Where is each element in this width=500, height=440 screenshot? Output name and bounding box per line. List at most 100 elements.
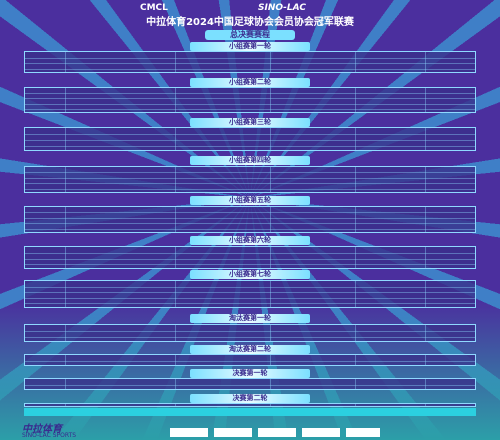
section-title: 小组赛第七轮 (190, 270, 310, 279)
table-column (355, 379, 356, 389)
sponsor-logos (170, 428, 380, 437)
schedule-table (24, 354, 476, 366)
table-column (175, 128, 176, 150)
table-column (355, 404, 356, 406)
table-column (175, 325, 176, 341)
table-row (25, 140, 475, 141)
table-column (65, 207, 66, 232)
table-row (25, 292, 475, 294)
section-title: 淘汰赛第一轮 (190, 314, 310, 323)
schedule-table (24, 324, 476, 342)
table-column (355, 167, 356, 192)
table-column (425, 379, 426, 389)
logo-left: CMCL (140, 3, 168, 13)
table-column (270, 325, 271, 341)
table-row (25, 286, 475, 288)
table-row (25, 57, 475, 59)
table-column (270, 207, 271, 232)
table-row (25, 98, 475, 100)
table-column (355, 88, 356, 112)
schedule-table (24, 378, 476, 390)
section-title: 小组赛第五轮 (190, 196, 310, 205)
table-row (25, 258, 475, 260)
table-column (65, 379, 66, 389)
table-column (270, 52, 271, 72)
section-title: 小组赛第四轮 (190, 156, 310, 165)
table-column (355, 207, 356, 232)
table-column (270, 88, 271, 112)
table-column (175, 404, 176, 406)
table-column (175, 167, 176, 192)
section-title: 淘汰赛第二轮 (190, 345, 310, 354)
table-column (175, 379, 176, 389)
table-column (425, 355, 426, 365)
table-column (270, 281, 271, 307)
table-row (25, 228, 475, 230)
footer-brand-sub: SINO-LAC SPORTS (22, 432, 77, 439)
table-row (25, 217, 475, 219)
schedule-table (24, 246, 476, 269)
table-column (175, 281, 176, 307)
table-row (25, 134, 475, 135)
table-column (355, 128, 356, 150)
table-column (65, 167, 66, 192)
footer-brand: 中拉体育 (22, 424, 62, 435)
table-column (355, 281, 356, 307)
table-column (65, 325, 66, 341)
table-row (25, 297, 475, 299)
section-title: 小组赛第六轮 (190, 236, 310, 245)
section-title: 决赛第一轮 (190, 369, 310, 378)
table-row (25, 212, 475, 214)
title: 中拉体育2024中国足球协会会员协会冠军联赛 (146, 17, 354, 28)
table-row (25, 252, 475, 254)
table-row (25, 63, 475, 64)
table-row (25, 385, 475, 386)
table-column (425, 404, 426, 406)
table-row (25, 264, 475, 266)
table-column (175, 355, 176, 365)
table-column (65, 52, 66, 72)
table-row (25, 108, 475, 110)
table-column (270, 404, 271, 406)
schedule-table (24, 403, 476, 407)
table-column (425, 88, 426, 112)
section-title: 小组赛第二轮 (190, 78, 310, 87)
table-row (25, 103, 475, 105)
table-column (355, 52, 356, 72)
table-column (270, 379, 271, 389)
table-column (425, 128, 426, 150)
table-column (270, 247, 271, 268)
table-row (25, 68, 475, 70)
table-column (65, 88, 66, 112)
schedule-table (24, 87, 476, 113)
table-column (425, 167, 426, 192)
table-column (65, 281, 66, 307)
table-column (65, 355, 66, 365)
stage-title: 总决赛赛程 (205, 30, 295, 40)
table-row (25, 172, 475, 174)
table-column (175, 207, 176, 232)
table-column (425, 325, 426, 341)
table-column (355, 355, 356, 365)
section-title: 小组赛第三轮 (190, 118, 310, 127)
table-column (425, 207, 426, 232)
schedule-table (24, 127, 476, 151)
table-column (355, 325, 356, 341)
table-column (425, 52, 426, 72)
table-row (25, 361, 475, 362)
table-column (175, 52, 176, 72)
table-row (25, 223, 475, 225)
schedule-table (24, 280, 476, 308)
table-row (25, 146, 475, 147)
table-column (65, 247, 66, 268)
section-title: 决赛第二轮 (190, 394, 310, 403)
table-row (25, 188, 475, 190)
footer-bar (24, 408, 476, 416)
table-column (175, 247, 176, 268)
table-column (425, 281, 426, 307)
table-column (65, 128, 66, 150)
schedule-table (24, 166, 476, 193)
table-column (270, 355, 271, 365)
section-title: 小组赛第一轮 (190, 42, 310, 51)
